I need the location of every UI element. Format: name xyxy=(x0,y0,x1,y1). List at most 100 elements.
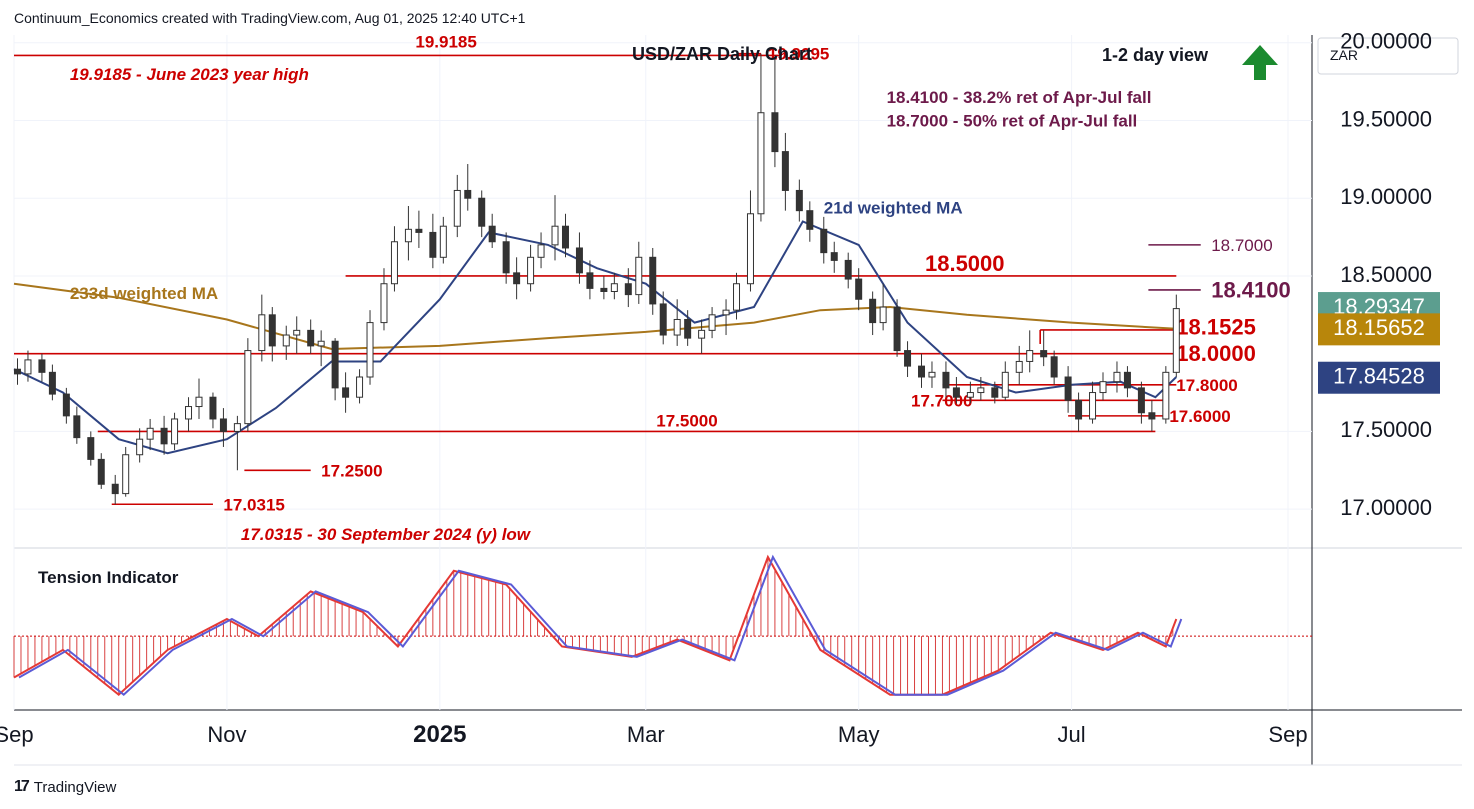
candles xyxy=(13,53,1180,505)
ma21-line xyxy=(13,220,1177,455)
candle-body xyxy=(1148,412,1156,420)
chart-title: USD/ZAR Daily Chart xyxy=(632,44,812,64)
candle-body xyxy=(97,458,105,485)
annotation: 19.9185 - June 2023 year high xyxy=(70,65,309,84)
level-label: 18.0000 xyxy=(1176,341,1256,366)
candle-body xyxy=(146,427,154,440)
candle-body xyxy=(48,371,56,395)
candle-body xyxy=(575,247,583,274)
candle-body xyxy=(795,189,803,212)
level-label: 18.4100 xyxy=(1211,277,1291,302)
support-resistance-levels: 19.9185 18.5000 18.0000 17.5000 18.1525 17.80… xyxy=(14,32,1291,515)
y-tick-label: 19.50000 xyxy=(1340,106,1432,131)
candle-body xyxy=(24,359,32,375)
y-tick-label: 17.00000 xyxy=(1340,495,1432,520)
candle-body xyxy=(855,278,863,300)
annotation: 17.0315 - 30 September 2024 (y) low xyxy=(241,525,532,544)
candle-body xyxy=(111,483,119,495)
currency-box xyxy=(1317,37,1459,75)
candle-body xyxy=(136,438,144,456)
candle-body xyxy=(1089,392,1097,420)
candle-body xyxy=(233,423,241,432)
tradingview-logo-icon: 17 xyxy=(14,778,30,795)
x-tick-label: Sep xyxy=(1268,722,1307,747)
y-tick-label: 20.00000 xyxy=(1340,29,1432,54)
candle-body xyxy=(87,437,95,460)
price-badge-label: 18.15652 xyxy=(1333,315,1425,340)
candle-body xyxy=(478,197,486,227)
indicator-line-slow xyxy=(18,554,1183,697)
candle-body xyxy=(62,393,70,417)
candle-body xyxy=(610,283,618,292)
candle-body xyxy=(1064,376,1072,401)
candle-body xyxy=(1001,371,1009,398)
candle-body xyxy=(537,244,545,258)
candle-body xyxy=(977,387,985,394)
annotation: 233d weighted MA xyxy=(70,284,218,303)
candle-body xyxy=(527,256,535,285)
candle-body xyxy=(439,225,447,258)
candle-body xyxy=(600,287,608,292)
candle-body xyxy=(404,228,412,243)
x-tick-label: Mar xyxy=(627,722,665,747)
candle-body xyxy=(746,213,754,285)
level-label: 17.2500 xyxy=(321,461,382,480)
indicator-label: Tension Indicator xyxy=(38,568,179,587)
candle-body xyxy=(453,189,461,227)
candle-body xyxy=(1113,371,1121,383)
candle-body xyxy=(13,368,21,375)
candle-body xyxy=(781,151,789,191)
level-label: 18.7000 xyxy=(1211,236,1272,255)
candle-body xyxy=(390,241,398,285)
candle-body xyxy=(820,228,828,254)
candle-body xyxy=(380,283,388,324)
candle-body xyxy=(122,454,130,495)
annotation: 21d weighted MA xyxy=(824,199,963,218)
candle-body xyxy=(586,272,594,289)
candle-body xyxy=(195,396,203,408)
currency-label: ZAR xyxy=(1330,47,1358,63)
candle-body xyxy=(1123,371,1131,389)
candle-body xyxy=(502,241,510,274)
x-tick-label: 2025 xyxy=(413,721,466,748)
x-tick-label: May xyxy=(838,722,880,747)
candle-body xyxy=(38,359,46,373)
candle-body xyxy=(415,228,423,233)
candle-body xyxy=(488,225,496,243)
arrow-up-icon xyxy=(1242,45,1278,80)
moving-averages xyxy=(13,220,1177,455)
candle-body xyxy=(307,329,315,347)
candle-body xyxy=(366,322,374,378)
candle-body xyxy=(185,406,193,420)
x-tick-label: Sep xyxy=(0,722,34,747)
candle-body xyxy=(561,225,569,249)
candle-body xyxy=(464,189,472,199)
candle-body xyxy=(282,334,290,347)
level-label: 19.9295 xyxy=(768,45,829,64)
candle-body xyxy=(942,371,950,389)
candle-body xyxy=(160,427,168,445)
candle-body xyxy=(1162,371,1170,420)
annotation: 18.4100 - 38.2% ret of Apr-Jul fall xyxy=(887,88,1152,107)
candle-body xyxy=(1015,360,1023,373)
footer-brand: TradingView xyxy=(33,778,117,796)
candle-body xyxy=(869,298,877,324)
y-tick-label: 18.50000 xyxy=(1340,262,1432,287)
candle-body xyxy=(806,210,814,230)
candle-body xyxy=(904,350,912,367)
chart-attribution: Continuum_Economics created with Trading… xyxy=(14,10,526,26)
candle-body xyxy=(1026,350,1034,362)
candle-body xyxy=(429,231,437,258)
candle-body xyxy=(244,350,252,425)
candle-body xyxy=(317,340,325,347)
candle-body xyxy=(1099,381,1107,394)
candle-body xyxy=(966,392,974,398)
plot-area xyxy=(14,35,1312,710)
price-badge-label: 17.84528 xyxy=(1333,364,1425,389)
candle-body xyxy=(952,387,960,398)
y-tick-label: 17.50000 xyxy=(1340,417,1432,442)
chart-frame xyxy=(14,35,1462,766)
chart-texts: USD/ZAR Daily Chart 1-2 day view 19.9185 -… xyxy=(70,44,1278,544)
level-label: 18.1525 xyxy=(1176,315,1256,340)
